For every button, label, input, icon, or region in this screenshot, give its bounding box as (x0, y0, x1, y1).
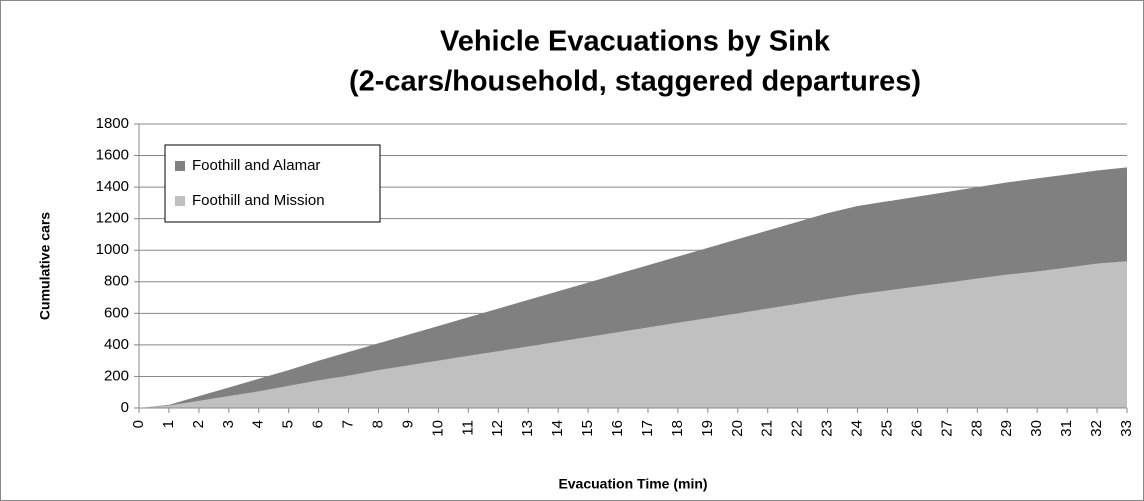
x-tick-label: 24 (849, 420, 866, 437)
x-tick-label: 28 (968, 420, 985, 437)
x-tick-label: 32 (1088, 420, 1105, 437)
x-tick-label: 13 (519, 420, 536, 437)
y-tick-label: 1200 (96, 210, 129, 227)
x-tick-label: 4 (250, 420, 267, 428)
x-tick-label: 23 (819, 420, 836, 437)
x-tick-label: 8 (369, 420, 386, 428)
y-tick-label: 600 (104, 304, 129, 321)
chart-title: Vehicle Evacuations by Sink (440, 26, 831, 58)
legend-label: Foothill and Alamar (192, 157, 320, 174)
x-tick-label: 30 (1028, 420, 1045, 437)
y-tick-label: 1000 (96, 241, 129, 258)
area (139, 261, 1127, 408)
x-tick-label: 15 (579, 420, 596, 437)
x-tick-label: 19 (699, 420, 716, 437)
y-tick-label: 1600 (96, 147, 129, 164)
chart-subtitle: (2-cars/household, staggered departures) (349, 66, 921, 98)
legend-box (164, 144, 381, 223)
x-tick-label: 11 (459, 420, 476, 436)
legend-label: Foothill and Mission (192, 192, 325, 209)
x-tick-label: 29 (998, 420, 1015, 437)
x-tick-label: 25 (878, 420, 895, 437)
x-tick-label: 26 (908, 420, 925, 437)
y-axis-label: Cumulative cars (37, 212, 53, 320)
x-tick-label: 12 (489, 420, 506, 437)
y-tick-label: 1800 (96, 115, 129, 132)
area (139, 167, 1127, 408)
y-tick-label: 800 (104, 273, 129, 290)
x-tick-label: 5 (280, 420, 297, 428)
y-tick-label: 200 (104, 367, 129, 384)
x-axis-label: Evacuation Time (min) (558, 476, 707, 492)
x-tick-label: 0 (130, 420, 147, 428)
x-tick-label: 7 (340, 420, 357, 428)
x-tick-label: 6 (310, 420, 327, 428)
legend-swatch (175, 161, 185, 171)
x-tick-label: 31 (1058, 420, 1075, 437)
x-tick-label: 14 (549, 420, 566, 437)
y-tick-label: 0 (121, 399, 129, 416)
x-tick-label: 20 (729, 420, 746, 437)
legend-swatch (175, 196, 185, 206)
x-tick-label: 16 (609, 420, 626, 437)
x-tick-label: 33 (1118, 420, 1135, 437)
x-tick-label: 10 (429, 420, 446, 437)
x-tick-label: 21 (759, 420, 776, 437)
y-tick-label: 400 (104, 336, 129, 353)
x-tick-label: 2 (190, 420, 207, 428)
x-tick-label: 22 (789, 420, 806, 437)
x-tick-label: 1 (160, 420, 177, 428)
x-tick-label: 18 (669, 420, 686, 437)
y-tick-label: 1400 (96, 178, 129, 195)
x-tick-label: 27 (938, 420, 955, 437)
x-tick-label: 9 (399, 420, 416, 428)
x-tick-label: 3 (220, 420, 237, 428)
x-tick-label: 17 (639, 420, 656, 437)
